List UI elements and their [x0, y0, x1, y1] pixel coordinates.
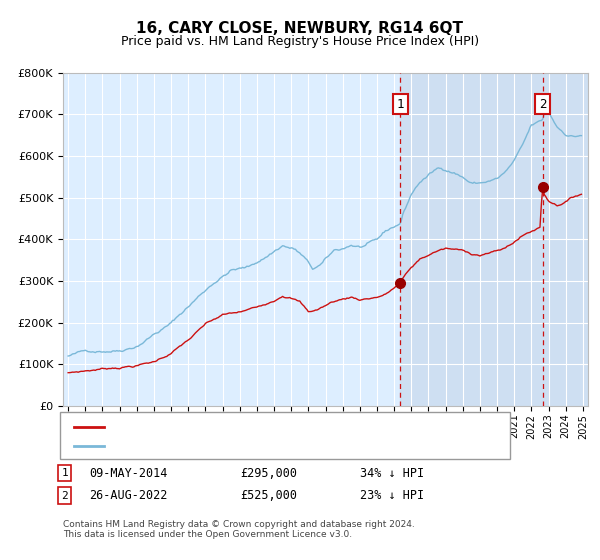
- Text: 1: 1: [61, 468, 68, 478]
- Text: £525,000: £525,000: [240, 489, 297, 502]
- Text: 16, CARY CLOSE, NEWBURY, RG14 6QT (detached house): 16, CARY CLOSE, NEWBURY, RG14 6QT (detac…: [110, 422, 422, 432]
- Text: £295,000: £295,000: [240, 466, 297, 480]
- Text: 2: 2: [61, 491, 68, 501]
- Text: 09-MAY-2014: 09-MAY-2014: [89, 466, 167, 480]
- Text: 26-AUG-2022: 26-AUG-2022: [89, 489, 167, 502]
- Text: Contains HM Land Registry data © Crown copyright and database right 2024.
This d: Contains HM Land Registry data © Crown c…: [63, 520, 415, 539]
- Text: 1: 1: [397, 98, 404, 111]
- Text: 34% ↓ HPI: 34% ↓ HPI: [360, 466, 424, 480]
- Text: 23% ↓ HPI: 23% ↓ HPI: [360, 489, 424, 502]
- Text: Price paid vs. HM Land Registry's House Price Index (HPI): Price paid vs. HM Land Registry's House …: [121, 35, 479, 48]
- Text: HPI: Average price, detached house, West Berkshire: HPI: Average price, detached house, West…: [110, 441, 422, 451]
- Text: 2: 2: [539, 98, 546, 111]
- Text: 16, CARY CLOSE, NEWBURY, RG14 6QT: 16, CARY CLOSE, NEWBURY, RG14 6QT: [137, 21, 464, 36]
- Bar: [400, 73, 592, 406]
